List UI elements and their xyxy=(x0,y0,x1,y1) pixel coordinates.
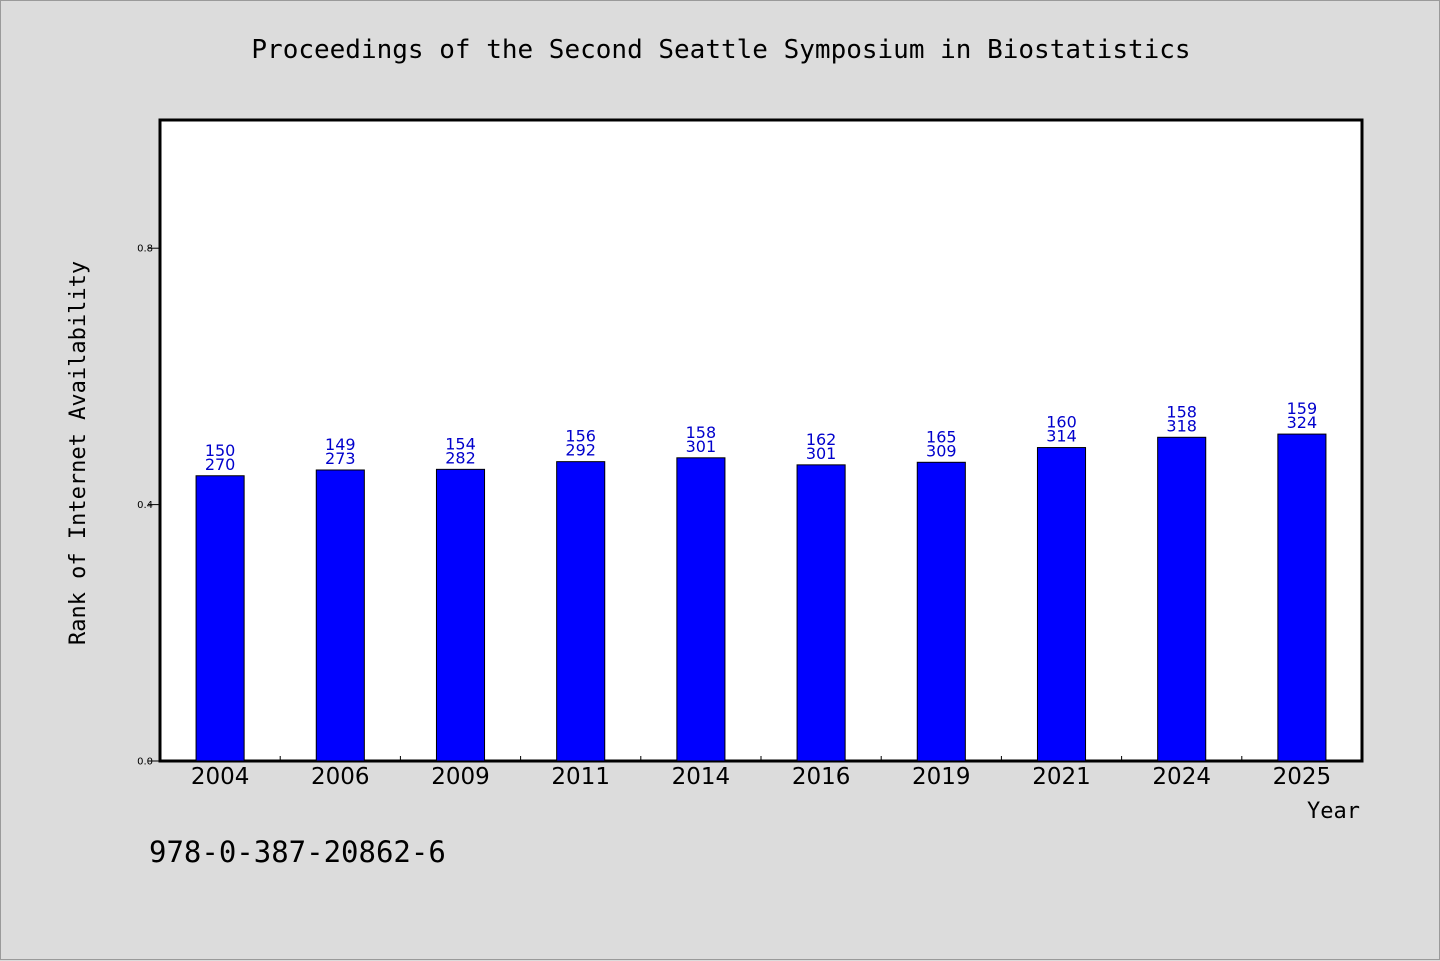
y-axis: 0.0 0.4 0.8 xyxy=(137,244,160,768)
bar xyxy=(315,469,365,762)
data-label-top: 159 xyxy=(1287,399,1318,418)
data-label-top: 149 xyxy=(325,435,356,454)
chart-title: Proceedings of the Second Seattle Sympos… xyxy=(251,35,1191,65)
data-label-top: 158 xyxy=(686,423,717,442)
bar xyxy=(435,468,486,762)
bar xyxy=(1157,436,1207,762)
bar xyxy=(195,475,245,762)
x-axis-title: Year xyxy=(1307,799,1360,824)
data-label-bottom: 301 xyxy=(686,437,717,456)
x-tick-label: 2011 xyxy=(551,764,610,790)
data-label-bottom: 292 xyxy=(565,441,596,460)
x-tick-label: 2014 xyxy=(672,764,731,790)
x-tick-label: 2009 xyxy=(431,764,490,790)
x-tick-label: 2006 xyxy=(311,764,370,790)
data-label-top: 158 xyxy=(1166,402,1197,421)
x-tick-label: 2021 xyxy=(1032,764,1091,790)
y-tick-label: 0.0 xyxy=(137,757,153,768)
data-label-bottom: 273 xyxy=(325,449,356,468)
data-label-top: 162 xyxy=(806,430,837,449)
bar-series xyxy=(195,433,1327,762)
y-axis-title: Rank of Internet Availability xyxy=(66,261,91,645)
data-label-bottom: 301 xyxy=(806,444,837,463)
data-label-bottom: 282 xyxy=(445,448,476,467)
data-label-top: 150 xyxy=(205,441,236,460)
isbn-text: 978-0-387-20862-6 xyxy=(149,835,446,869)
data-label-bottom: 324 xyxy=(1287,413,1318,432)
bar xyxy=(916,461,966,762)
data-label-top: 156 xyxy=(565,427,596,446)
data-label-bottom: 309 xyxy=(926,441,957,460)
data-label-bottom: 270 xyxy=(205,455,236,474)
x-tick-label: 2016 xyxy=(792,764,851,790)
data-label-top: 160 xyxy=(1046,413,1077,432)
x-tick-label: 2004 xyxy=(191,764,250,790)
x-axis: 2004 2006 2009 2011 2014 2016 2019 2021 2024 2025 xyxy=(191,756,1331,790)
y-tick-label: 0.4 xyxy=(137,500,153,511)
x-tick-label: 2019 xyxy=(912,764,971,790)
data-label-bottom: 318 xyxy=(1166,416,1197,435)
data-label-bottom: 314 xyxy=(1046,427,1077,446)
bar xyxy=(1277,433,1327,762)
bar xyxy=(556,461,606,762)
y-tick-label: 0.8 xyxy=(137,244,153,255)
data-label-top: 165 xyxy=(926,427,957,446)
data-label-top: 154 xyxy=(445,434,476,453)
bar xyxy=(796,464,846,762)
x-tick-label: 2025 xyxy=(1273,764,1332,790)
bar xyxy=(1036,447,1087,762)
x-tick-label: 2024 xyxy=(1152,764,1211,790)
bar xyxy=(676,457,726,762)
